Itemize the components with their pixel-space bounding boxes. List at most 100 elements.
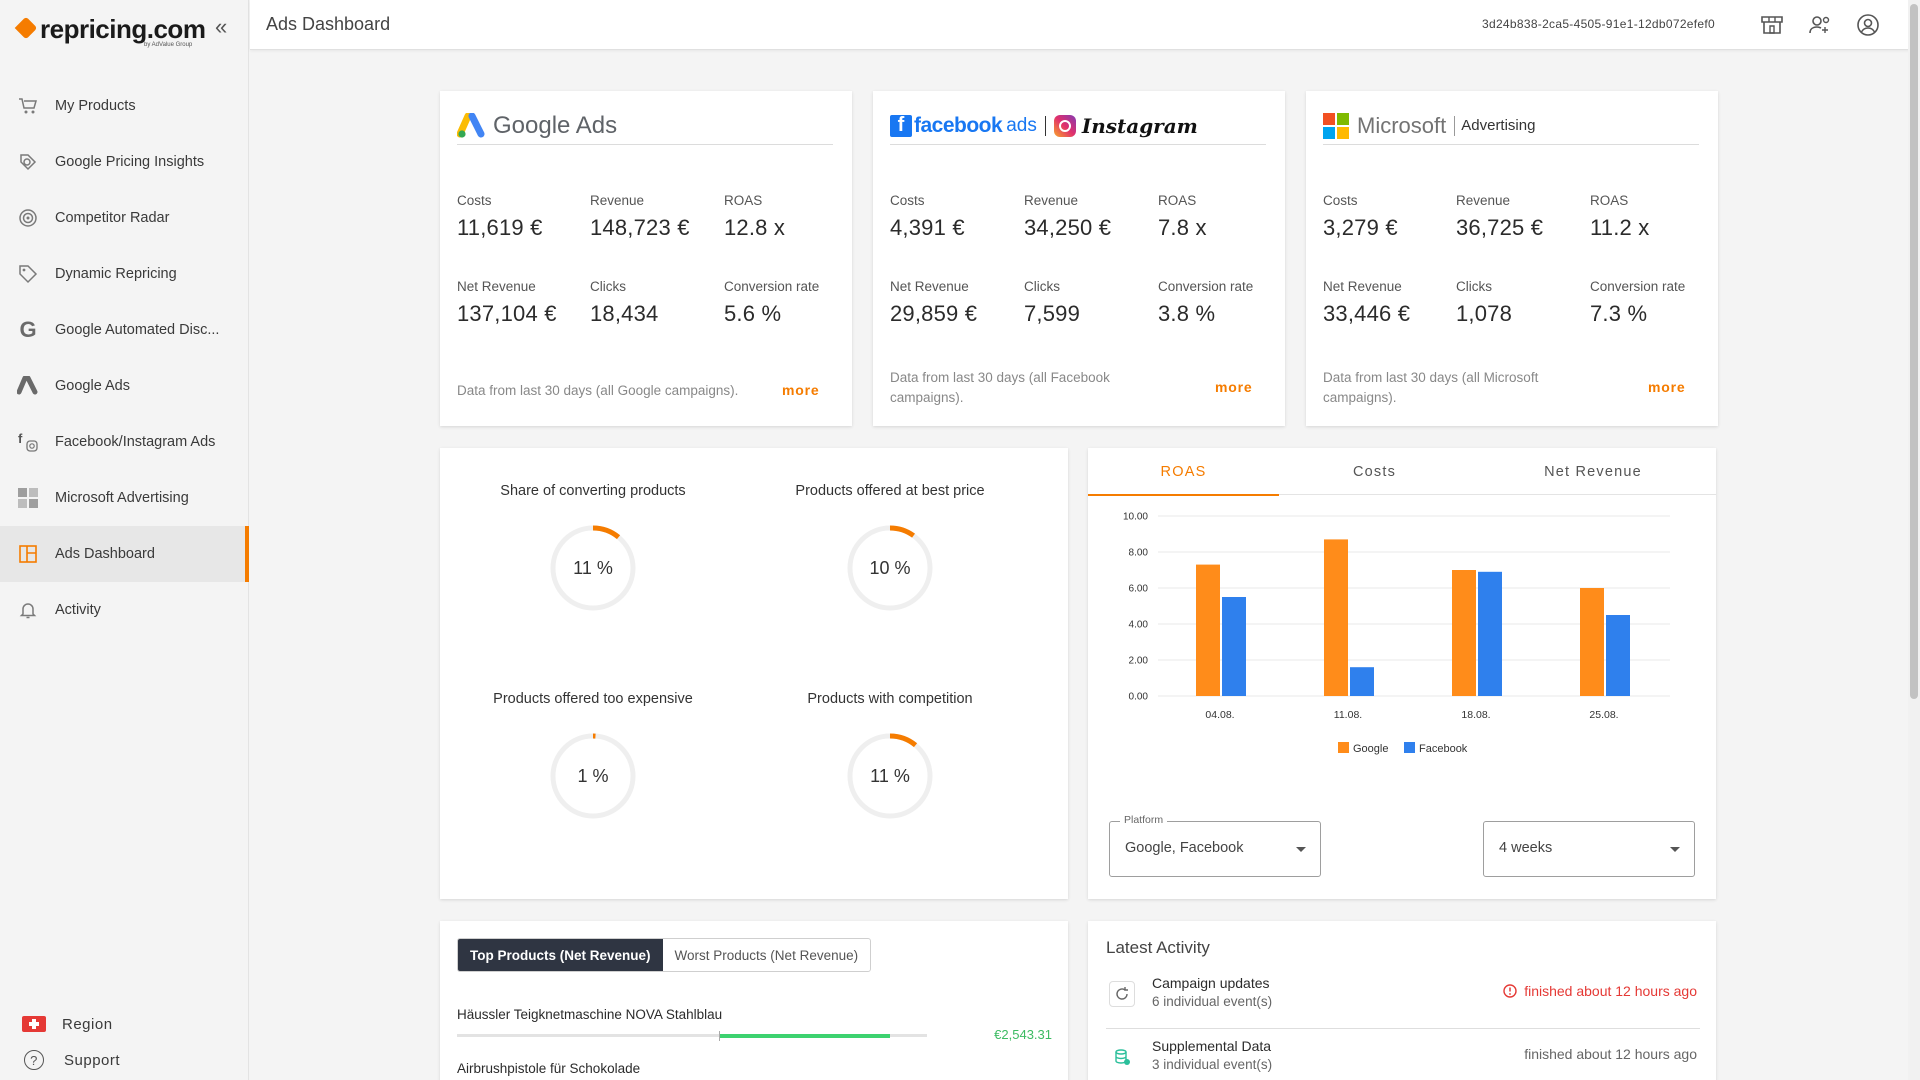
latest-activity-title: Latest Activity [1106, 938, 1210, 957]
tab-roas[interactable]: ROAS [1088, 448, 1279, 496]
metric-label: Revenue [1024, 193, 1079, 208]
sidebar-item-label: Facebook/Instagram Ads [55, 434, 216, 450]
metric-clicks: Clicks 1,078 [1456, 279, 1586, 327]
worst-products-tab[interactable]: Worst Products (Net Revenue) [674, 947, 859, 963]
top-products-tab[interactable]: Top Products (Net Revenue) [458, 939, 663, 971]
region-label: Region [62, 1015, 113, 1033]
microsoft-ads-header: Microsoft Advertising [1323, 107, 1699, 145]
latest-activity-card: Latest Activity Campaign updates 6 indiv… [1088, 921, 1716, 1080]
metric-value: 3.8 % [1158, 301, 1216, 326]
sidebar-item-label: Google Automated Disc... [55, 322, 220, 338]
activity-status-text: finished about 12 hours ago [1524, 1046, 1697, 1062]
account-circle-icon[interactable] [1855, 12, 1881, 38]
period-select-value: 4 weeks [1499, 840, 1553, 856]
sidebar-item-dynamic-repricing[interactable]: Dynamic Repricing [0, 246, 249, 302]
bar-facebook-1808 [1478, 571, 1502, 696]
metric-label: Clicks [1024, 279, 1060, 294]
sidebar-item-google-ads[interactable]: Google Ads [0, 358, 249, 414]
chevron-down-icon [1296, 847, 1306, 852]
sidebar-item-competitor-radar[interactable]: Competitor Radar [0, 190, 249, 246]
logo-divider [1044, 115, 1046, 136]
platform-select[interactable]: Platform Google, Facebook [1109, 814, 1321, 877]
dashboard-icon [16, 542, 40, 566]
x-tick-label: 18.08. [1461, 709, 1490, 721]
facebook-ads-header: f facebook ads Instagram [890, 107, 1266, 145]
support-button[interactable]: ? Support [22, 1042, 120, 1078]
roas-chart-card: ROAS Costs Net Revenue 0.00 2.00 4.00 6.00 8… [1088, 448, 1716, 899]
sidebar-item-label: Google Pricing Insights [55, 154, 205, 170]
bar-google-1808 [1452, 570, 1476, 696]
google-more-link[interactable]: more [782, 382, 820, 398]
period-select[interactable]: 4 weeks [1483, 821, 1695, 877]
sidebar-item-activity[interactable]: Activity [0, 582, 249, 638]
logo-tag-icon [14, 16, 38, 40]
metric-value: 11.2 x [1590, 215, 1650, 240]
y-tick-label: 0.00 [1129, 692, 1149, 703]
x-tick-label: 11.08. [1334, 709, 1362, 721]
logo-divider [1454, 115, 1456, 136]
activity-row-supplemental-data[interactable]: Supplemental Data 3 individual event(s) … [1106, 1034, 1700, 1080]
microsoft-wordmark: Microsoft [1357, 112, 1447, 138]
microsoft-more-link[interactable]: more [1648, 379, 1686, 395]
gauge-value: 11 % [870, 766, 910, 786]
bar-facebook-2508 [1606, 615, 1630, 696]
legend-label-facebook: Facebook [1419, 743, 1468, 755]
metric-label: Costs [890, 193, 925, 208]
tab-net-revenue[interactable]: Net Revenue [1544, 463, 1642, 480]
swiss-flag-icon [22, 1016, 46, 1032]
metric-net-revenue: Net Revenue 29,859 € [890, 279, 1020, 327]
y-tick-label: 2.00 [1129, 656, 1149, 667]
metric-revenue: Revenue 34,250 € [1024, 193, 1154, 241]
activity-row-campaign-updates[interactable]: Campaign updates 6 individual event(s) f… [1106, 971, 1700, 1029]
microsoft-icon [16, 486, 40, 510]
product-name: Häussler Teigknetmaschine NOVA Stahlblau [457, 1007, 723, 1022]
products-toggle: Top Products (Net Revenue) Worst Product… [457, 938, 872, 972]
metric-label: ROAS [1158, 193, 1197, 208]
metric-label: ROAS [724, 193, 763, 208]
sidebar-item-microsoft-advertising[interactable]: Microsoft Advertising [0, 470, 249, 526]
sidebar-item-label: Dynamic Repricing [55, 266, 177, 282]
region-button[interactable]: Region [22, 1006, 120, 1042]
google-ads-header: Google Ads [457, 107, 833, 145]
metric-roas: ROAS 12.8 x [724, 193, 854, 241]
platform-select-label: Platform [1120, 814, 1168, 826]
metric-revenue: Revenue 36,725 € [1456, 193, 1586, 241]
chevron-down-icon [1670, 847, 1680, 852]
bell-icon [16, 598, 40, 622]
metric-label: Costs [457, 193, 492, 208]
gauge-ring: 11 % [550, 525, 636, 611]
support-label: Support [64, 1051, 121, 1069]
activity-name: Campaign updates [1152, 975, 1270, 991]
metric-label: Revenue [590, 193, 645, 208]
tag-icon [16, 262, 40, 286]
logo[interactable]: repricing.com by AdValue Group [14, 14, 206, 48]
facebook-data-note: Data from last 30 days (all Facebook cam… [890, 370, 1110, 405]
sidebar-item-google-automated-discounts[interactable]: G Google Automated Disc... [0, 302, 249, 358]
metric-net-revenue: Net Revenue 137,104 € [457, 279, 587, 327]
gauge-too-expensive: Products offered too expensive 1 % [448, 691, 738, 821]
metric-label: ROAS [1590, 193, 1629, 208]
google-g-icon: G [19, 317, 37, 342]
refresh-icon [1109, 981, 1135, 1007]
activity-status: finished about 12 hours ago [1524, 1046, 1697, 1062]
collapse-sidebar-icon[interactable]: « [215, 14, 228, 39]
user-settings-icon[interactable] [1807, 12, 1833, 38]
sidebar-item-facebook-instagram-ads[interactable]: f Facebook/Instagram Ads [0, 414, 249, 470]
bar-google-0408 [1196, 564, 1220, 696]
tab-costs[interactable]: Costs [1352, 463, 1397, 480]
product-share-gauges-card: Share of converting products 11 % Produc… [440, 448, 1068, 899]
product-row[interactable]: Airbrushpistole für Schokolade [457, 1061, 1052, 1076]
metric-roas: ROAS 11.2 x [1590, 193, 1720, 241]
google-ads-logo: Google Ads [457, 112, 617, 140]
sidebar-item-ads-dashboard[interactable]: Ads Dashboard [0, 526, 249, 582]
product-net-revenue: €2,543.31 [994, 1027, 1052, 1042]
sidebar-item-my-products[interactable]: My Products [0, 78, 249, 134]
metric-label: Net Revenue [890, 279, 969, 294]
facebook-more-link[interactable]: more [1215, 379, 1253, 395]
sidebar-item-google-pricing-insights[interactable]: Google Pricing Insights [0, 134, 249, 190]
scrollbar-thumb[interactable] [1910, 4, 1918, 699]
store-icon[interactable] [1759, 12, 1785, 38]
sidebar-nav: My Products Google Pricing Insights Comp… [0, 78, 249, 638]
metric-costs: Costs 4,391 € [890, 193, 1020, 241]
product-row[interactable]: Häussler Teigknetmaschine NOVA Stahlblau… [457, 1007, 1052, 1042]
